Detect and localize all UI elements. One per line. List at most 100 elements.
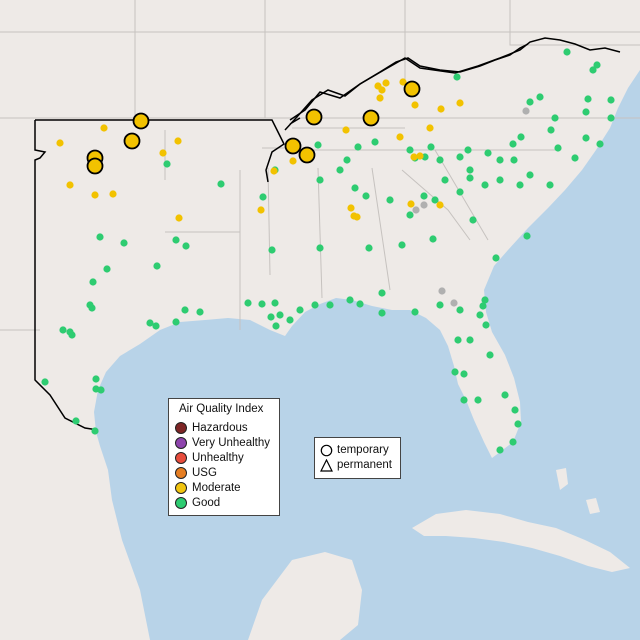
site-marker-moderate[interactable] (175, 214, 183, 222)
site-marker-moderate-temporary[interactable] (305, 108, 323, 126)
site-marker-good[interactable] (276, 311, 284, 319)
site-marker-good[interactable] (181, 306, 189, 314)
site-marker-good[interactable] (271, 299, 279, 307)
site-marker-good[interactable] (411, 308, 419, 316)
site-marker-good[interactable] (97, 386, 105, 394)
site-marker-no-data[interactable] (438, 287, 446, 295)
site-marker-good[interactable] (316, 176, 324, 184)
site-marker-good[interactable] (454, 336, 462, 344)
site-marker-good[interactable] (378, 309, 386, 317)
site-marker-good[interactable] (91, 427, 99, 435)
site-marker-moderate[interactable] (257, 206, 265, 214)
site-marker-good[interactable] (474, 396, 482, 404)
site-marker-good[interactable] (296, 306, 304, 314)
site-marker-good[interactable] (607, 96, 615, 104)
site-marker-good[interactable] (217, 180, 225, 188)
site-marker-good[interactable] (464, 146, 472, 154)
site-marker-good[interactable] (336, 166, 344, 174)
site-marker-moderate[interactable] (66, 181, 74, 189)
site-marker-good[interactable] (516, 181, 524, 189)
site-marker-good[interactable] (469, 216, 477, 224)
site-marker-good[interactable] (563, 48, 571, 56)
site-marker-good[interactable] (286, 316, 294, 324)
site-marker-good[interactable] (386, 196, 394, 204)
site-marker-good[interactable] (582, 108, 590, 116)
site-marker-good[interactable] (589, 66, 597, 74)
site-marker-moderate-temporary[interactable] (362, 109, 380, 127)
site-marker-moderate[interactable] (382, 79, 390, 87)
site-marker-good[interactable] (68, 331, 76, 339)
site-marker-good[interactable] (356, 300, 364, 308)
site-marker-good[interactable] (268, 246, 276, 254)
site-marker-good[interactable] (526, 98, 534, 106)
site-marker-good[interactable] (510, 156, 518, 164)
site-marker-good[interactable] (59, 326, 67, 334)
site-marker-good[interactable] (92, 375, 100, 383)
site-marker-good[interactable] (481, 296, 489, 304)
site-marker-moderate[interactable] (399, 78, 407, 86)
site-marker-good[interactable] (460, 396, 468, 404)
site-marker-good[interactable] (89, 278, 97, 286)
site-marker-good[interactable] (596, 140, 604, 148)
site-marker-moderate[interactable] (410, 153, 418, 161)
site-marker-good[interactable] (406, 211, 414, 219)
site-marker-moderate[interactable] (56, 139, 64, 147)
site-marker-no-data[interactable] (420, 201, 428, 209)
site-marker-moderate[interactable] (407, 200, 415, 208)
site-marker-moderate[interactable] (437, 105, 445, 113)
site-marker-moderate[interactable] (378, 86, 386, 94)
site-marker-moderate[interactable] (416, 152, 424, 160)
site-marker-good[interactable] (436, 301, 444, 309)
site-marker-good[interactable] (593, 61, 601, 69)
site-marker-good[interactable] (517, 133, 525, 141)
site-marker-moderate-temporary[interactable] (123, 132, 141, 150)
site-marker-moderate[interactable] (456, 99, 464, 107)
site-marker-good[interactable] (146, 319, 154, 327)
site-marker-good[interactable] (326, 301, 334, 309)
site-marker-moderate-temporary[interactable] (298, 146, 316, 164)
site-marker-moderate[interactable] (159, 149, 167, 157)
site-marker-good[interactable] (152, 322, 160, 330)
site-marker-good[interactable] (547, 126, 555, 134)
site-marker-good[interactable] (456, 153, 464, 161)
site-marker-good[interactable] (311, 301, 319, 309)
site-marker-good[interactable] (351, 184, 359, 192)
site-marker-good[interactable] (406, 146, 414, 154)
site-marker-good[interactable] (427, 143, 435, 151)
site-marker-good[interactable] (88, 304, 96, 312)
site-marker-good[interactable] (511, 406, 519, 414)
site-marker-good[interactable] (258, 300, 266, 308)
site-marker-moderate-temporary[interactable] (403, 80, 421, 98)
site-marker-good[interactable] (526, 171, 534, 179)
site-marker-good[interactable] (466, 174, 474, 182)
site-marker-good[interactable] (378, 289, 386, 297)
site-marker-good[interactable] (420, 192, 428, 200)
site-marker-good[interactable] (536, 93, 544, 101)
site-marker-good[interactable] (267, 313, 275, 321)
site-marker-no-data[interactable] (450, 299, 458, 307)
site-marker-moderate[interactable] (109, 190, 117, 198)
site-marker-good[interactable] (272, 322, 280, 330)
site-marker-good[interactable] (182, 242, 190, 250)
site-marker-good[interactable] (584, 95, 592, 103)
site-marker-good[interactable] (496, 176, 504, 184)
site-marker-good[interactable] (482, 321, 490, 329)
site-marker-good[interactable] (492, 254, 500, 262)
site-marker-good[interactable] (163, 160, 171, 168)
site-marker-good[interactable] (453, 73, 461, 81)
site-marker-good[interactable] (476, 311, 484, 319)
site-marker-good[interactable] (41, 378, 49, 386)
site-marker-moderate[interactable] (396, 133, 404, 141)
site-marker-good[interactable] (460, 370, 468, 378)
site-marker-good[interactable] (571, 154, 579, 162)
site-marker-good[interactable] (509, 140, 517, 148)
site-marker-good[interactable] (484, 149, 492, 157)
site-marker-good[interactable] (196, 308, 204, 316)
site-marker-moderate[interactable] (347, 204, 355, 212)
site-marker-good[interactable] (314, 141, 322, 149)
site-marker-no-data[interactable] (522, 107, 530, 115)
site-marker-good[interactable] (365, 244, 373, 252)
site-marker-good[interactable] (103, 265, 111, 273)
site-marker-no-data[interactable] (412, 206, 420, 214)
site-marker-good[interactable] (172, 236, 180, 244)
